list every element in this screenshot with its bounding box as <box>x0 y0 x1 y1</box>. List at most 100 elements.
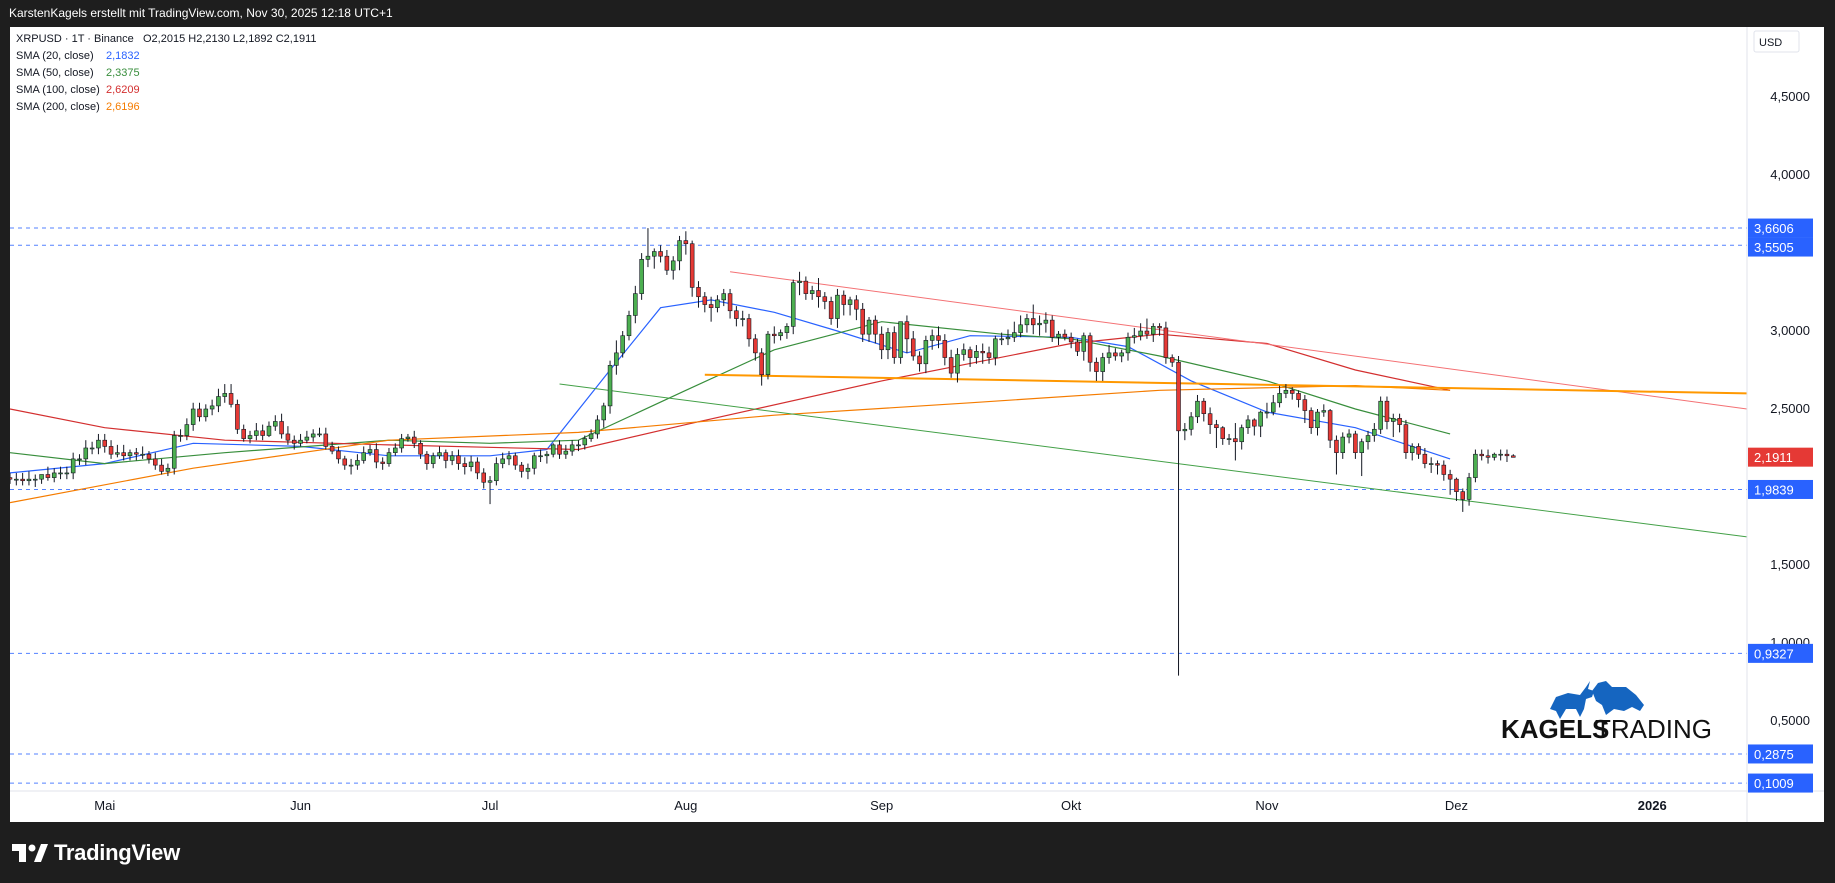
candle <box>1214 419 1219 448</box>
candle-body <box>708 304 714 308</box>
last-price-label: 2,1911 <box>1748 447 1813 467</box>
candle-body <box>456 455 461 464</box>
candle <box>1460 488 1466 512</box>
chart-panel[interactable]: KAGELS TRADING XRPUSD · 1T · Binance O2,… <box>7 27 1824 822</box>
price-label-bg <box>1748 479 1813 499</box>
candle <box>569 440 575 456</box>
candle-body <box>942 340 948 358</box>
candle-body <box>418 443 423 455</box>
candle <box>614 340 619 375</box>
chart-header: KarstenKagels erstellt mit TradingView.c… <box>0 0 1835 27</box>
candle-body <box>1359 441 1364 453</box>
candle <box>197 402 202 422</box>
candle <box>1087 332 1093 372</box>
price-label-bg <box>1748 643 1813 663</box>
candle <box>58 466 63 480</box>
candle-body <box>614 352 619 366</box>
price-label-text: 0,2875 <box>1754 747 1794 762</box>
currency-button[interactable] <box>1753 30 1800 53</box>
tradingview-logo[interactable]: TradingView <box>12 840 180 866</box>
candle <box>411 430 417 448</box>
candle <box>809 285 815 300</box>
candle <box>797 271 802 296</box>
candle-body <box>1169 357 1175 363</box>
candle <box>494 457 499 486</box>
trendline-neckline[interactable] <box>704 373 1748 395</box>
level-price-label: 0,1009 <box>1748 773 1813 793</box>
candle <box>993 335 998 366</box>
candle-body <box>1049 319 1055 338</box>
header-text: KarstenKagels erstellt mit TradingView.c… <box>9 6 393 20</box>
legend-indicator-label: SMA (20, close) <box>16 50 94 62</box>
candle <box>153 452 158 470</box>
candle-body <box>115 452 120 455</box>
candle <box>222 384 228 403</box>
candle-body <box>1018 324 1023 333</box>
candle-body <box>1182 428 1188 432</box>
candle <box>1447 469 1453 495</box>
candle-body <box>1233 438 1238 443</box>
candle <box>260 424 265 441</box>
candle <box>607 360 613 414</box>
candle <box>778 329 783 341</box>
price-level-labels: 3,6606 3,5505 2,1911 1,9839 0,9327 0,2875 0,10… <box>1748 218 1813 793</box>
price-tick-label: 0,5000 <box>1770 713 1810 728</box>
candle <box>1049 315 1055 342</box>
bear-icon <box>1592 681 1644 715</box>
time-tick-label: Sep <box>870 798 893 813</box>
candle-body <box>948 357 954 374</box>
candle <box>544 451 550 464</box>
candle <box>841 290 847 316</box>
candle <box>241 424 246 442</box>
candle-body <box>1012 332 1017 338</box>
candle-body <box>462 463 468 467</box>
candle <box>1182 423 1188 441</box>
candle <box>487 476 493 505</box>
candle-body <box>1081 335 1087 352</box>
candle <box>89 441 95 455</box>
candle-body <box>765 333 771 375</box>
time-axis-ticks: Mai Jun Jul Aug Sep Okt Nov Dez 2026 <box>94 798 1666 813</box>
candle <box>1125 332 1131 361</box>
candle <box>1106 345 1112 364</box>
candle <box>1018 315 1023 338</box>
candle-body <box>437 452 442 457</box>
trendline-support[interactable] <box>559 383 1748 538</box>
candle <box>203 404 209 422</box>
candle-body <box>1207 413 1213 425</box>
candle <box>1327 409 1333 448</box>
candle <box>506 451 512 466</box>
candle-body <box>544 453 550 457</box>
price-chart[interactable]: KAGELS TRADING XRPUSD · 1T · Binance O2,… <box>7 27 1824 822</box>
candle-body <box>506 455 512 460</box>
candle-body <box>866 319 872 335</box>
candle <box>645 228 651 268</box>
candle <box>64 466 70 480</box>
candle-body <box>197 408 202 418</box>
candle-body <box>20 478 25 482</box>
candle <box>178 429 183 442</box>
candle-body <box>620 335 625 354</box>
candle <box>273 415 278 431</box>
candle-body <box>532 455 537 469</box>
level-price-label: 1,9839 <box>1748 479 1813 499</box>
kagels-trading-logo: KAGELS TRADING <box>1501 681 1712 744</box>
candle <box>1144 318 1150 339</box>
candle-body <box>83 447 89 460</box>
candle-body <box>1100 357 1105 372</box>
candle-body <box>569 444 575 452</box>
candle <box>1245 415 1251 434</box>
candle <box>1258 410 1263 438</box>
candle <box>1492 452 1497 461</box>
price-label-text: 1,9839 <box>1754 482 1794 497</box>
candle-body <box>1119 352 1124 357</box>
candle <box>209 399 215 416</box>
candle <box>1132 327 1137 344</box>
candle-body <box>1492 453 1497 458</box>
candle-body <box>1340 436 1346 453</box>
candle <box>563 444 569 459</box>
trendline-resistance[interactable] <box>729 271 1748 410</box>
candle <box>677 235 682 271</box>
price-tick-label: 4,5000 <box>1770 89 1810 104</box>
candle-body <box>696 287 701 298</box>
